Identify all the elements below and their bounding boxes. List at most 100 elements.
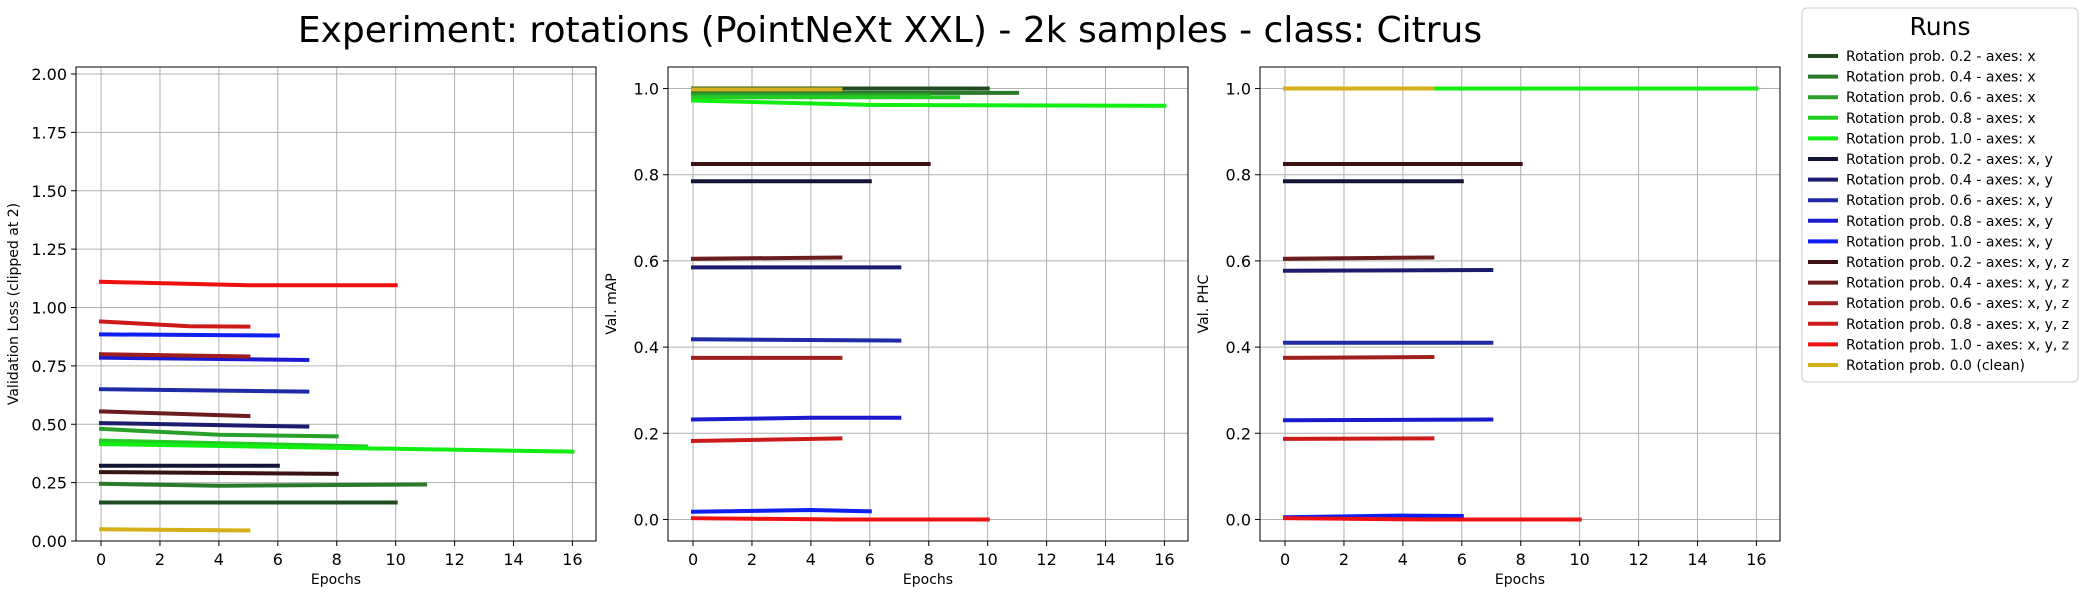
legend-label: Rotation prob. 0.4 - axes: x	[1846, 70, 2036, 86]
y-tick-label: 0.8	[1226, 166, 1251, 185]
x-tick-label: 4	[1398, 550, 1408, 569]
chart-panel-2: 0 2 4 6 8 10 12 14 16 0.0 0.2 0.4 0.6 0.8 1.0 Epochs Val…	[604, 66, 1189, 588]
legend-item: Rotation prob. 0.2 - axes: x	[1808, 49, 2036, 65]
y-tick-label: 1.00	[31, 299, 67, 318]
legend-item: Rotation prob. 0.8 - axes: x, y	[1808, 214, 2053, 230]
x-axis-label: Epochs	[903, 572, 953, 588]
x-tick-label: 8	[332, 550, 342, 569]
y-tick-label: 0.75	[31, 357, 67, 376]
x-axis-label: Epochs	[311, 572, 361, 588]
x-tick-label: 10	[1569, 550, 1589, 569]
series-line-8	[98, 387, 310, 394]
x-axis-label: Epochs	[1495, 572, 1545, 588]
series-line-8	[690, 337, 902, 343]
x-tick-label: 10	[977, 550, 997, 569]
series-line-16	[98, 527, 251, 533]
figure-title: Experiment: rotations (PointNeXt XXL) - …	[298, 10, 1482, 51]
series-line-2	[98, 481, 428, 488]
series-line-14	[690, 436, 843, 444]
legend-label: Rotation prob. 0.6 - axes: x	[1846, 90, 2036, 106]
legend-item: Rotation prob. 0.2 - axes: x, y	[1808, 152, 2053, 168]
y-tick-label: 2.00	[31, 65, 67, 84]
y-tick-label: 0.50	[31, 415, 67, 434]
y-tick-label: 0.00	[31, 532, 67, 551]
series-line-7	[98, 421, 310, 429]
series-line-10	[98, 332, 280, 338]
series-line-9	[690, 415, 902, 422]
series-line-13	[98, 352, 251, 359]
legend-item: Rotation prob. 0.6 - axes: x, y, z	[1808, 296, 2069, 312]
legend-item: Rotation prob. 1.0 - axes: x, y, z	[1808, 337, 2069, 353]
y-tick-label: 1.0	[1226, 80, 1251, 99]
x-tick-label: 14	[1095, 550, 1115, 569]
y-tick-label: 1.25	[31, 240, 67, 259]
x-tick-label: 8	[924, 550, 934, 569]
x-tick-label: 16	[562, 550, 582, 569]
y-tick-label: 0.25	[31, 474, 67, 493]
series-line-14	[98, 319, 251, 329]
x-tick-label: 6	[865, 550, 875, 569]
legend-label: Rotation prob. 0.6 - axes: x, y	[1846, 193, 2053, 209]
series-line-12	[1282, 255, 1435, 261]
legend-item: Rotation prob. 0.4 - axes: x, y	[1808, 173, 2053, 189]
series-line-5	[98, 442, 575, 454]
legend-label: Rotation prob. 0.2 - axes: x	[1846, 49, 2036, 65]
chart-panel-3: 0 2 4 6 8 10 12 14 16 0.0 0.2 0.4 0.6 0.8 1.0 Epochs Val…	[1196, 66, 1781, 588]
y-tick-label: 0.8	[634, 166, 659, 185]
series-line-3	[98, 426, 339, 439]
x-tick-label: 12	[1628, 550, 1648, 569]
legend-item: Rotation prob. 1.0 - axes: x	[1808, 131, 2036, 147]
series-line-9	[1282, 417, 1494, 423]
y-tick-label: 1.75	[31, 123, 67, 142]
series-line-12	[690, 255, 843, 261]
legend-item: Rotation prob. 0.4 - axes: x	[1808, 70, 2036, 86]
legend-item: Rotation prob. 0.8 - axes: x, y, z	[1808, 317, 2069, 333]
x-tick-label: 12	[1036, 550, 1056, 569]
plot-area	[1260, 67, 1780, 541]
legend-label: Rotation prob. 1.0 - axes: x, y	[1846, 234, 2053, 250]
y-tick-label: 0.2	[1226, 424, 1251, 443]
y-tick-label: 0.6	[634, 252, 659, 271]
legend-frame	[1801, 7, 2079, 383]
series-line-15	[1282, 516, 1582, 522]
legend-label: Rotation prob. 0.4 - axes: x, y	[1846, 173, 2053, 189]
y-axis-label: Val. PHC	[1196, 274, 1212, 333]
legend-label: Rotation prob. 0.4 - axes: x, y, z	[1846, 276, 2069, 292]
y-tick-label: 0.4	[634, 338, 659, 357]
axes-frame	[75, 66, 597, 542]
y-tick-label: 0.6	[1226, 252, 1251, 271]
legend-label: Rotation prob. 0.0 (clean)	[1846, 358, 2025, 374]
legend: Runs Rotation prob. 0.2 - axes: x Rotatio…	[1801, 7, 2079, 383]
series-line-14	[1282, 436, 1435, 441]
legend-item: Rotation prob. 0.4 - axes: x, y, z	[1808, 276, 2069, 292]
series-line-15	[690, 516, 990, 522]
legend-label: Rotation prob. 0.6 - axes: x, y, z	[1846, 296, 2069, 312]
series-line-13	[1282, 354, 1435, 360]
x-tick-label: 8	[1516, 550, 1526, 569]
legend-item: Rotation prob. 1.0 - axes: x, y	[1808, 234, 2053, 250]
legend-label: Rotation prob. 0.8 - axes: x, y	[1846, 214, 2053, 230]
legend-item: Rotation prob. 0.6 - axes: x	[1808, 90, 2036, 106]
x-tick-label: 6	[273, 550, 283, 569]
x-tick-label: 0	[688, 550, 698, 569]
y-tick-label: 0.0	[634, 510, 659, 529]
x-tick-label: 16	[1746, 550, 1766, 569]
y-tick-label: 1.0	[634, 80, 659, 99]
series-line-9	[98, 355, 310, 363]
series-line-7	[1282, 267, 1494, 273]
x-tick-label: 14	[1687, 550, 1707, 569]
y-tick-label: 0.0	[1226, 510, 1251, 529]
x-tick-label: 14	[503, 550, 523, 569]
legend-label: Rotation prob. 0.2 - axes: x, y	[1846, 152, 2053, 168]
series-line-4	[98, 438, 369, 449]
y-axis-label: Val. mAP	[604, 273, 620, 335]
legend-title: Runs	[1910, 12, 1971, 41]
legend-label: Rotation prob. 0.2 - axes: x, y, z	[1846, 255, 2069, 271]
legend-label: Rotation prob. 0.8 - axes: x, y, z	[1846, 317, 2069, 333]
x-tick-label: 4	[806, 550, 816, 569]
legend-item: Rotation prob. 0.2 - axes: x, y, z	[1808, 255, 2069, 271]
x-tick-label: 0	[1280, 550, 1290, 569]
x-tick-label: 0	[96, 550, 106, 569]
series-line-12	[98, 409, 251, 419]
chart-panel-1: 0 2 4 6 8 10 12 14 16 0.00 0.25 0.50 0.75 1.00 1.25 1.5…	[6, 65, 597, 588]
